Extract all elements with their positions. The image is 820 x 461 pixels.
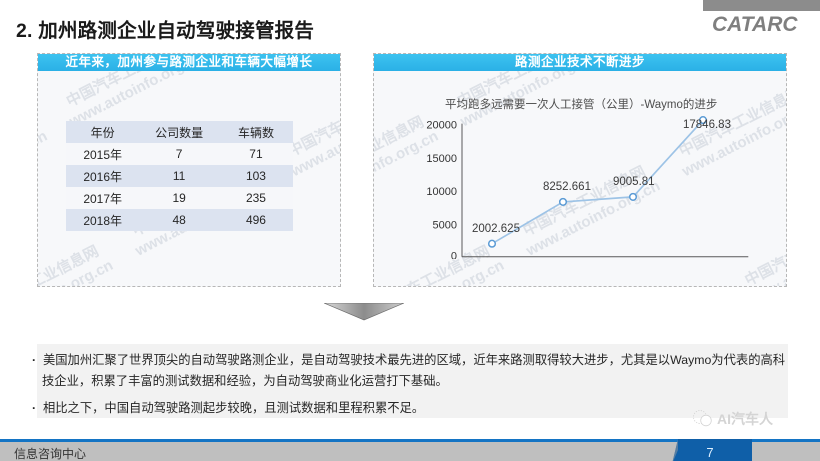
- svg-text:20000: 20000: [426, 120, 457, 132]
- svg-text:5000: 5000: [433, 220, 457, 232]
- svg-text:2002.625: 2002.625: [472, 223, 520, 235]
- svg-text:7: 7: [706, 445, 713, 460]
- svg-text:8252.661: 8252.661: [543, 181, 591, 193]
- svg-text:15000: 15000: [426, 153, 457, 165]
- svg-text:10000: 10000: [426, 186, 457, 198]
- svg-text:17846.83: 17846.83: [683, 119, 731, 131]
- svg-text:9005.81: 9005.81: [613, 176, 655, 188]
- svg-text:0: 0: [451, 251, 457, 259]
